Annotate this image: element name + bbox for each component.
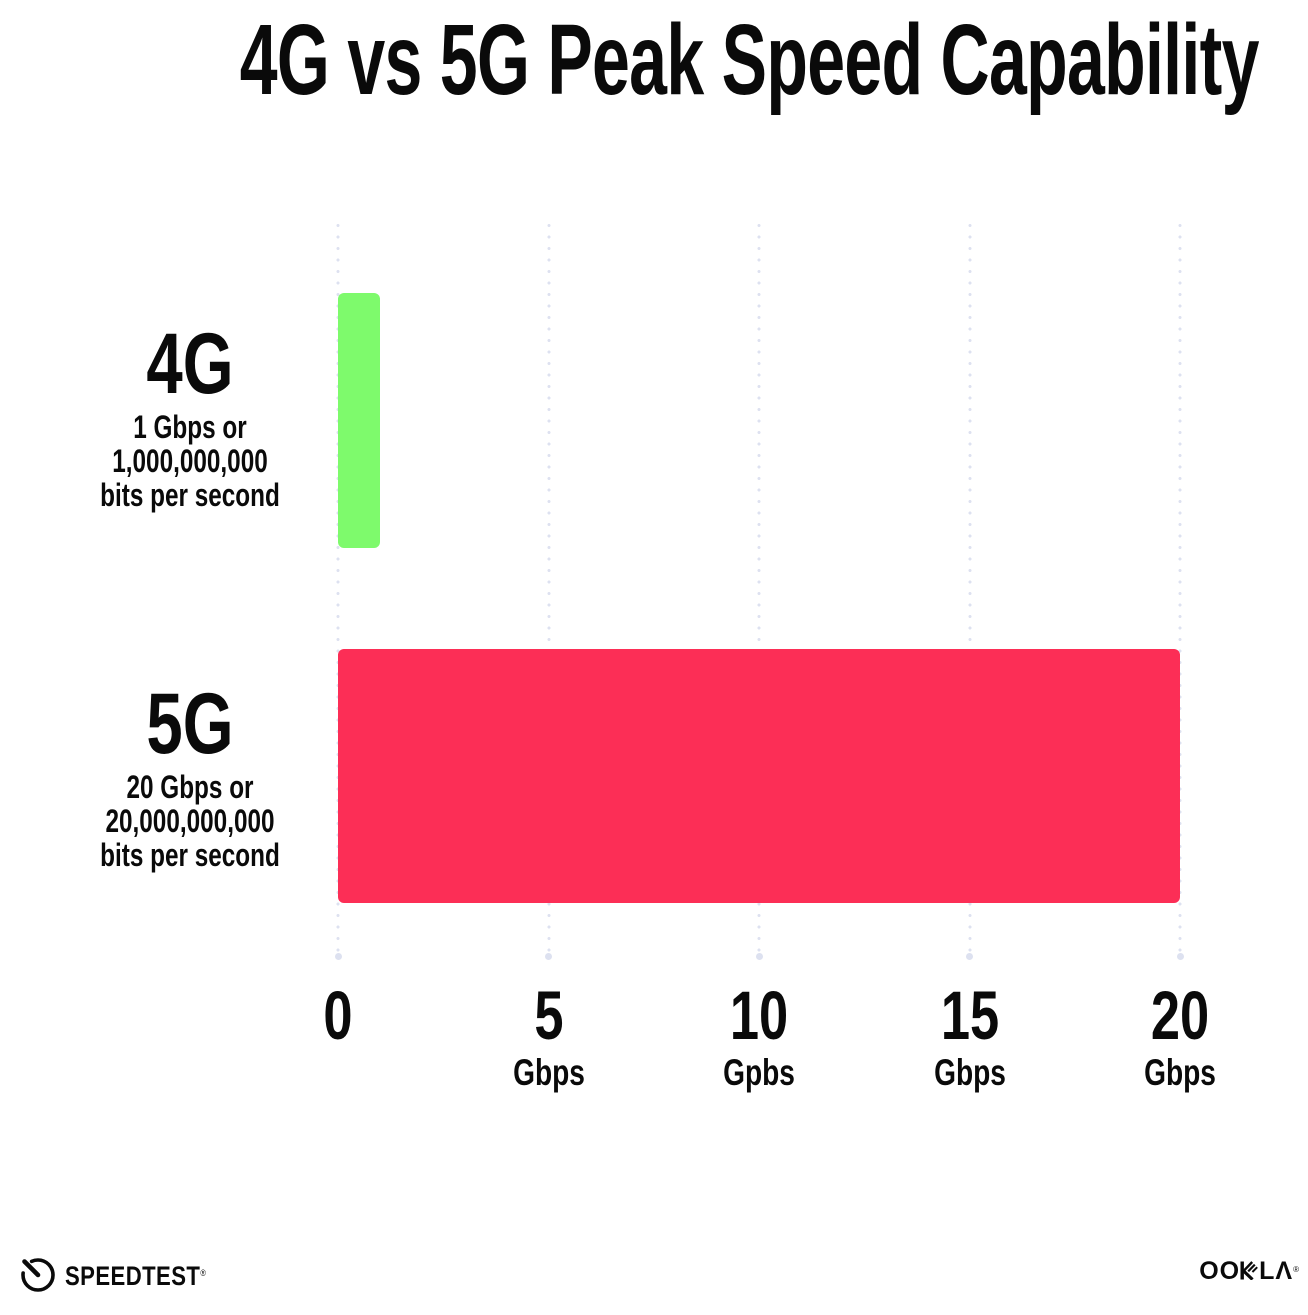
x-tick-20-unit: Gbps [1144, 1052, 1216, 1093]
x-tick-15-unit: Gbps [933, 1052, 1006, 1093]
bar-5g [338, 649, 1180, 903]
plot-area [336, 224, 1182, 957]
row-label-4g: 4G 1 Gbps or 1,000,000,000 bits per seco… [40, 316, 340, 513]
speedtest-wordmark: SPEEDTEST® [65, 1261, 206, 1292]
gridline-0 [336, 224, 340, 957]
x-tick-0: 0 [319, 977, 357, 1057]
chart-title: 4G vs 5G Peak Speed Capability [0, 8, 1308, 112]
ookla-registered-mark: ® [1293, 1265, 1300, 1274]
gridline-5 [547, 224, 550, 957]
x-tick-15: 15 Gbps [922, 977, 1017, 1093]
ookla-wordmark-left: OO [1199, 1257, 1241, 1285]
row-label-5g-line2: 20,000,000,000 [105, 803, 275, 839]
x-tick-10-unit: Gpbs [723, 1052, 795, 1093]
bar-4g [338, 293, 381, 548]
speedtest-gauge-icon [18, 1254, 58, 1299]
ookla-stylized-k-icon [1240, 1259, 1259, 1285]
row-label-4g-line1: 1 Gbps or [133, 409, 247, 445]
gridline-10 [757, 224, 761, 957]
x-tick-0-value: 0 [323, 977, 353, 1054]
x-tick-5-value: 5 [533, 977, 564, 1054]
row-label-4g-name: 4G [146, 316, 234, 412]
speedtest-wordmark-text: SPEEDTEST [65, 1261, 201, 1291]
chart-title-text: 4G vs 5G Peak Speed Capability [239, 4, 1260, 116]
ookla-logo: OO LΛ ® [1199, 1258, 1300, 1285]
gridline-15 [968, 224, 971, 957]
row-label-5g-line1: 20 Gbps or [126, 769, 254, 805]
x-tick-10-value: 10 [729, 977, 789, 1054]
ookla-wordmark-right: LΛ [1259, 1257, 1294, 1285]
x-tick-20: 20 Gbps [1133, 977, 1228, 1093]
ookla-wordmark: OO LΛ ® [1199, 1258, 1300, 1285]
row-label-5g: 5G 20 Gbps or 20,000,000,000 bits per se… [40, 676, 340, 873]
speedtest-logo: SPEEDTEST® [18, 1254, 237, 1299]
x-axis: 0 5 Gbps 10 Gpbs 15 Gbps 20 Gbps [323, 977, 1216, 1104]
row-label-5g-name: 5G [146, 676, 234, 772]
speedtest-registered-mark: ® [200, 1268, 206, 1278]
x-tick-20-value: 20 [1150, 977, 1210, 1054]
row-label-5g-line3: bits per second [100, 837, 280, 873]
x-tick-5: 5 Gbps [501, 977, 596, 1093]
row-label-4g-line2: 1,000,000,000 [112, 443, 268, 479]
row-label-4g-line3: bits per second [100, 477, 280, 513]
x-tick-10: 10 Gpbs [712, 977, 807, 1093]
x-tick-5-unit: Gbps [512, 1052, 585, 1093]
gridline-20 [1178, 224, 1182, 957]
x-tick-15-value: 15 [940, 977, 999, 1054]
